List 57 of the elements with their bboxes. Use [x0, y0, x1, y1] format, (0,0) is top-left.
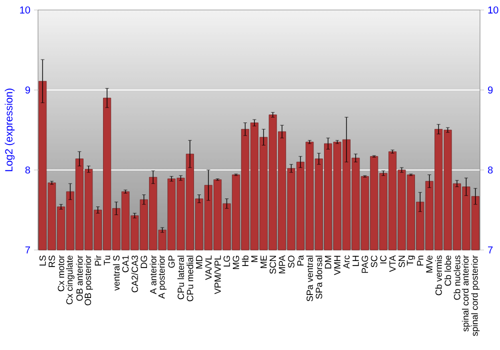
x-tick-label: MVe	[426, 256, 432, 272]
y-tick-label: 10	[20, 6, 30, 14]
x-tick-label: Tu	[104, 256, 110, 266]
x-tick-label: Pir	[94, 255, 102, 266]
x-tick-label: Cx cingulate	[66, 256, 74, 304]
x-tick-label: MG	[232, 256, 240, 269]
x-tick-label: Tg	[406, 256, 415, 266]
x-tick-label: A posterior	[158, 255, 167, 299]
x-tick-label: ventral S	[112, 256, 120, 291]
x-tick-label: VTA	[389, 255, 396, 272]
x-tick-label: MPA	[278, 255, 286, 274]
x-tick-label: SC	[370, 256, 378, 268]
y-tick-label: 8	[25, 166, 30, 174]
x-tick-label: Cb nucleus	[454, 256, 460, 300]
y2-tick-label: 7	[488, 246, 493, 254]
x-tick-label: SPa ventral	[306, 256, 313, 302]
x-tick-label: RS	[48, 256, 56, 267]
x-tick-label: GP	[168, 256, 175, 268]
y-tick-label: 7	[25, 246, 30, 254]
x-tick-label: spinal cord anterior	[462, 255, 470, 332]
x-tick-label: DG	[140, 256, 148, 268]
x-tick-label: ME	[260, 256, 267, 268]
x-tick-label: CPu lateral	[177, 256, 184, 300]
x-tick-label: IC	[380, 256, 386, 264]
x-tick-label: VMH	[334, 256, 340, 276]
x-tick-label: VA/VL	[205, 255, 212, 280]
y-axis-title: Log2 (expression)	[4, 88, 15, 172]
x-tick-label: SN	[398, 256, 405, 268]
y-tick-label: 9	[25, 86, 30, 94]
x-tick-label: spinal cord posterior	[471, 255, 480, 336]
x-tick-label: LS	[39, 256, 46, 266]
x-tick-label: Pa	[297, 255, 304, 266]
x-tick-label: CPu medial	[186, 256, 194, 302]
x-tick-label: Arc	[343, 255, 350, 269]
x-tick-label: M	[251, 256, 258, 262]
x-tick-label: Pn	[417, 256, 424, 266]
x-tick-label: LG	[224, 256, 230, 266]
y2-tick-label: 10	[488, 6, 498, 14]
x-tick-label: LH	[352, 256, 359, 266]
x-tick-label: OB anterior	[76, 255, 83, 301]
x-tick-label: DM	[324, 256, 332, 268]
x-tick-label: VPM/VPL	[214, 255, 221, 294]
x-tick-label: Cb lobe	[444, 256, 452, 286]
x-tick-label: SCN	[270, 256, 276, 274]
x-tick-label: PAG	[362, 256, 368, 273]
x-tick-label: SPa dorsal	[316, 256, 322, 299]
y2-tick-label: 9	[488, 86, 493, 94]
x-tick-label: A anterior	[150, 255, 156, 294]
x-tick-label: CA1	[122, 256, 129, 272]
x-tick-label: CA2/CA3	[131, 256, 138, 292]
y2-tick-label: 8	[488, 166, 493, 174]
x-tick-label: SO	[288, 256, 294, 268]
x-tick-label: Cx motor	[58, 255, 64, 292]
x-tick-label: Hb	[242, 256, 248, 266]
x-tick-label: OB posterior	[84, 255, 93, 306]
x-tick-label: MD	[196, 256, 202, 268]
x-tick-label: Cb vermis	[435, 256, 442, 296]
